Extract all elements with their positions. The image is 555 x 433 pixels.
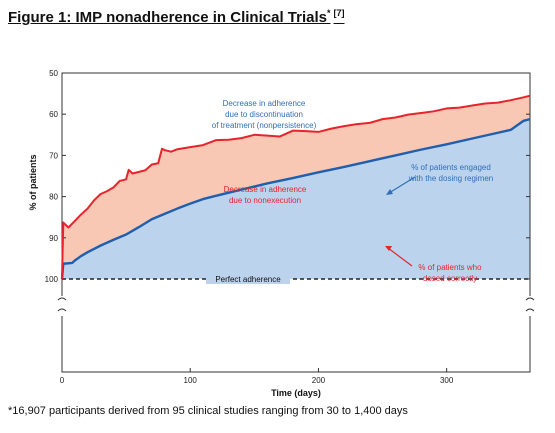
correct-callout-arrow <box>387 247 413 267</box>
nonpersistence-annotation-line-2: due to discontinuation <box>225 110 303 119</box>
x-tick-label-100: 100 <box>184 376 198 385</box>
nonpersistence-annotation-line-3: of treatment (nonpersistence) <box>212 121 317 130</box>
engaged-series-line <box>60 117 531 280</box>
title-footnote-mark: * <box>326 8 331 18</box>
nonpersistence-area <box>62 119 530 279</box>
correct-callout-line-1: % of patients who <box>418 263 482 272</box>
engaged-callout-arrowhead <box>386 189 393 195</box>
nonexecution-annotation-line-2: due to nonexecution <box>229 196 301 205</box>
axis-break-mark-left <box>57 308 67 312</box>
correct-dosing-series-line <box>61 94 531 280</box>
x-tick-label-200: 200 <box>312 376 326 385</box>
title-reference: [7] <box>333 8 345 18</box>
x-tick-label-0: 0 <box>60 376 65 385</box>
y-tick-label-100: 100 <box>45 275 59 284</box>
y-tick-label-80: 80 <box>49 193 58 202</box>
axis-break-gap-right <box>525 296 535 316</box>
engaged-callout-line-1: % of patients engaged <box>411 163 491 172</box>
y-tick-label-90: 90 <box>49 234 58 243</box>
engaged-callout-line-2: with the dosing regimen <box>408 174 494 183</box>
nonpersistence-annotation-line-1: Decrease in adherence <box>223 99 306 108</box>
figure-title: Figure 1: IMP nonadherence in Clinical T… <box>8 8 345 26</box>
engaged-callout-arrow <box>388 176 416 194</box>
y-tick-label-60: 60 <box>49 110 58 119</box>
figure-footnote: *16,907 participants derived from 95 cli… <box>8 405 408 417</box>
perfect-adherence-label: Perfect adherence <box>215 275 281 284</box>
axis-break-mark-right <box>525 308 535 312</box>
axis-break-mark-right <box>525 297 535 301</box>
x-tick-label-300: 300 <box>440 376 454 385</box>
x-axis-title: Time (days) <box>271 388 321 398</box>
axis-break-mark-left <box>57 297 67 301</box>
figure-title-text: Figure 1: IMP nonadherence in Clinical T… <box>8 9 327 26</box>
y-tick-label-50: 50 <box>49 69 58 78</box>
axis-break-gap-left <box>57 296 67 316</box>
y-axis-title: % of patients <box>28 154 38 210</box>
nonexecution-area <box>62 95 530 279</box>
correct-callout-line-2: dosed correctly <box>423 274 477 283</box>
nonexecution-annotation-line-1: Decrease in adherence <box>224 185 307 194</box>
plot-frame <box>61 72 531 373</box>
perfect-adherence-label-bg <box>206 274 290 284</box>
correct-callout-arrowhead <box>385 246 392 251</box>
y-tick-label-70: 70 <box>49 151 58 160</box>
